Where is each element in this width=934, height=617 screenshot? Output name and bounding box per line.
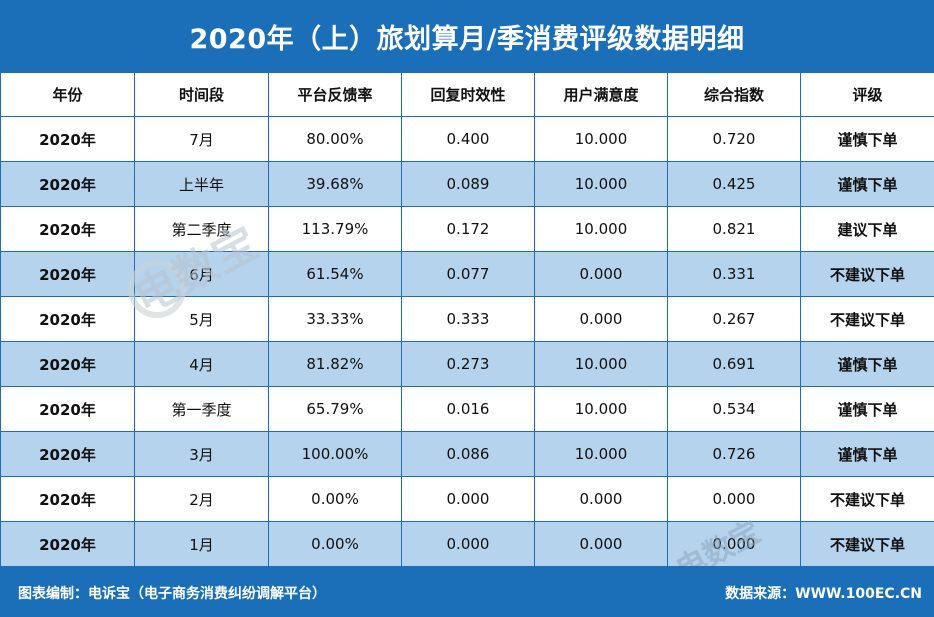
table-cell: 0.333 [401, 296, 535, 342]
table-cell: 65.79% [268, 386, 402, 432]
table-cell: 2月 [134, 476, 269, 522]
table-cell: 谨慎下单 [800, 386, 934, 432]
table-cell: 0.400 [401, 116, 535, 162]
table-cell: 2020年 [0, 431, 135, 477]
table-row: 2020年 5月 33.33% 0.333 0.000 0.267 不建议下单 [0, 296, 934, 342]
table-cell: 2020年 [0, 116, 135, 162]
table-cell: 谨慎下单 [800, 116, 934, 162]
table-cell: 2020年 [0, 476, 135, 522]
table-cell: 0.720 [667, 116, 801, 162]
column-header: 回复时效性 [401, 72, 535, 117]
table-cell: 不建议下单 [800, 476, 934, 522]
table-cell: 33.33% [268, 296, 402, 342]
table-cell: 10.000 [534, 341, 668, 387]
table-cell: 1月 [134, 521, 269, 566]
table-cell: 61.54% [268, 251, 402, 297]
table-cell: 0.726 [667, 431, 801, 477]
table-cell: 10.000 [534, 116, 668, 162]
watermark-logo-ring [128, 260, 186, 318]
table-cell: 0.000 [401, 521, 535, 566]
table-cell: 2020年 [0, 386, 135, 432]
table-cell: 113.79% [268, 206, 402, 252]
table-cell: 第二季度 [134, 206, 269, 252]
table-cell: 谨慎下单 [800, 161, 934, 207]
table-row: 2020年 4月 81.82% 0.273 10.000 0.691 谨慎下单 [0, 341, 934, 387]
table-cell: 0.000 [534, 476, 668, 522]
table-cell: 10.000 [534, 386, 668, 432]
table-cell: 0.086 [401, 431, 535, 477]
table-row: 2020年 3月 100.00% 0.086 10.000 0.726 谨慎下单 [0, 431, 934, 477]
footer-source: 数据来源：WWW.100EC.CN [725, 586, 922, 602]
table-cell: 0.000 [667, 476, 801, 522]
footer-credit: 图表编制：电诉宝（电子商务消费纠纷调解平台） [18, 586, 326, 602]
table-cell: 0.273 [401, 341, 535, 387]
column-header: 综合指数 [667, 72, 801, 117]
column-header: 年份 [0, 72, 135, 117]
table-cell: 0.089 [401, 161, 535, 207]
column-header: 用户满意度 [534, 72, 668, 117]
table-cell: 2020年 [0, 251, 135, 297]
table-cell: 100.00% [268, 431, 402, 477]
table-cell: 0.00% [268, 476, 402, 522]
table-cell: 4月 [134, 341, 269, 387]
data-table-container: 年份 时间段 平台反馈率 回复时效性 用户满意度 综合指数 评级 2020年 7月 80.00%… [0, 72, 934, 566]
column-header: 评级 [800, 72, 934, 117]
page-title: 2020年（上）旅划算月/季消费评级数据明细 [189, 23, 745, 55]
table-cell: 谨慎下单 [800, 341, 934, 387]
table-cell: 0.691 [667, 341, 801, 387]
table-row: 2020年 1月 0.00% 0.000 0.000 0.000 不建议下单 [0, 521, 934, 566]
table-cell: 0.267 [667, 296, 801, 342]
table-cell: 不建议下单 [800, 251, 934, 297]
table-cell: 39.68% [268, 161, 402, 207]
table-cell: 0.000 [534, 296, 668, 342]
table-cell: 2020年 [0, 521, 135, 566]
table-row: 2020年 第二季度 113.79% 0.172 10.000 0.821 建议下单 [0, 206, 934, 252]
table-cell: 0.00% [268, 521, 402, 566]
table-row: 2020年 2月 0.00% 0.000 0.000 0.000 不建议下单 [0, 476, 934, 522]
table-cell: 谨慎下单 [800, 431, 934, 477]
table-cell: 0.077 [401, 251, 535, 297]
table-cell: 2020年 [0, 296, 135, 342]
table-cell: 建议下单 [800, 206, 934, 252]
table-cell: 7月 [134, 116, 269, 162]
table-cell: 2020年 [0, 206, 135, 252]
table-cell: 不建议下单 [800, 521, 934, 566]
table-cell: 0.000 [667, 521, 801, 566]
footer-bar: 图表编制：电诉宝（电子商务消费纠纷调解平台） 数据来源：WWW.100EC.CN [0, 566, 934, 617]
column-header: 平台反馈率 [268, 72, 402, 117]
table-cell: 上半年 [134, 161, 269, 207]
table-cell: 10.000 [534, 431, 668, 477]
table-cell: 0.000 [534, 251, 668, 297]
table-cell: 10.000 [534, 206, 668, 252]
table-row: 2020年 上半年 39.68% 0.089 10.000 0.425 谨慎下单 [0, 161, 934, 207]
table-cell: 0.821 [667, 206, 801, 252]
table-cell: 0.331 [667, 251, 801, 297]
column-header: 时间段 [134, 72, 269, 117]
table-row: 2020年 7月 80.00% 0.400 10.000 0.720 谨慎下单 [0, 116, 934, 162]
table-row: 2020年 第一季度 65.79% 0.016 10.000 0.534 谨慎下单 [0, 386, 934, 432]
table-cell: 0.172 [401, 206, 535, 252]
table-cell: 0.534 [667, 386, 801, 432]
table-header-row: 年份 时间段 平台反馈率 回复时效性 用户满意度 综合指数 评级 [0, 72, 934, 117]
consumption-rating-table: 年份 时间段 平台反馈率 回复时效性 用户满意度 综合指数 评级 2020年 7月 80.00%… [0, 72, 934, 566]
table-cell: 81.82% [268, 341, 402, 387]
header-bar: 2020年（上）旅划算月/季消费评级数据明细 [0, 0, 934, 72]
table-cell: 2020年 [0, 161, 135, 207]
table-cell: 2020年 [0, 341, 135, 387]
table-body: 2020年 7月 80.00% 0.400 10.000 0.720 谨慎下单 2020年 上半… [0, 116, 934, 566]
table-cell: 80.00% [268, 116, 402, 162]
table-cell: 0.000 [534, 521, 668, 566]
table-cell: 10.000 [534, 161, 668, 207]
table-cell: 0.016 [401, 386, 535, 432]
table-cell: 不建议下单 [800, 296, 934, 342]
table-cell: 0.000 [401, 476, 535, 522]
table-cell: 0.425 [667, 161, 801, 207]
table-cell: 第一季度 [134, 386, 269, 432]
table-cell: 3月 [134, 431, 269, 477]
